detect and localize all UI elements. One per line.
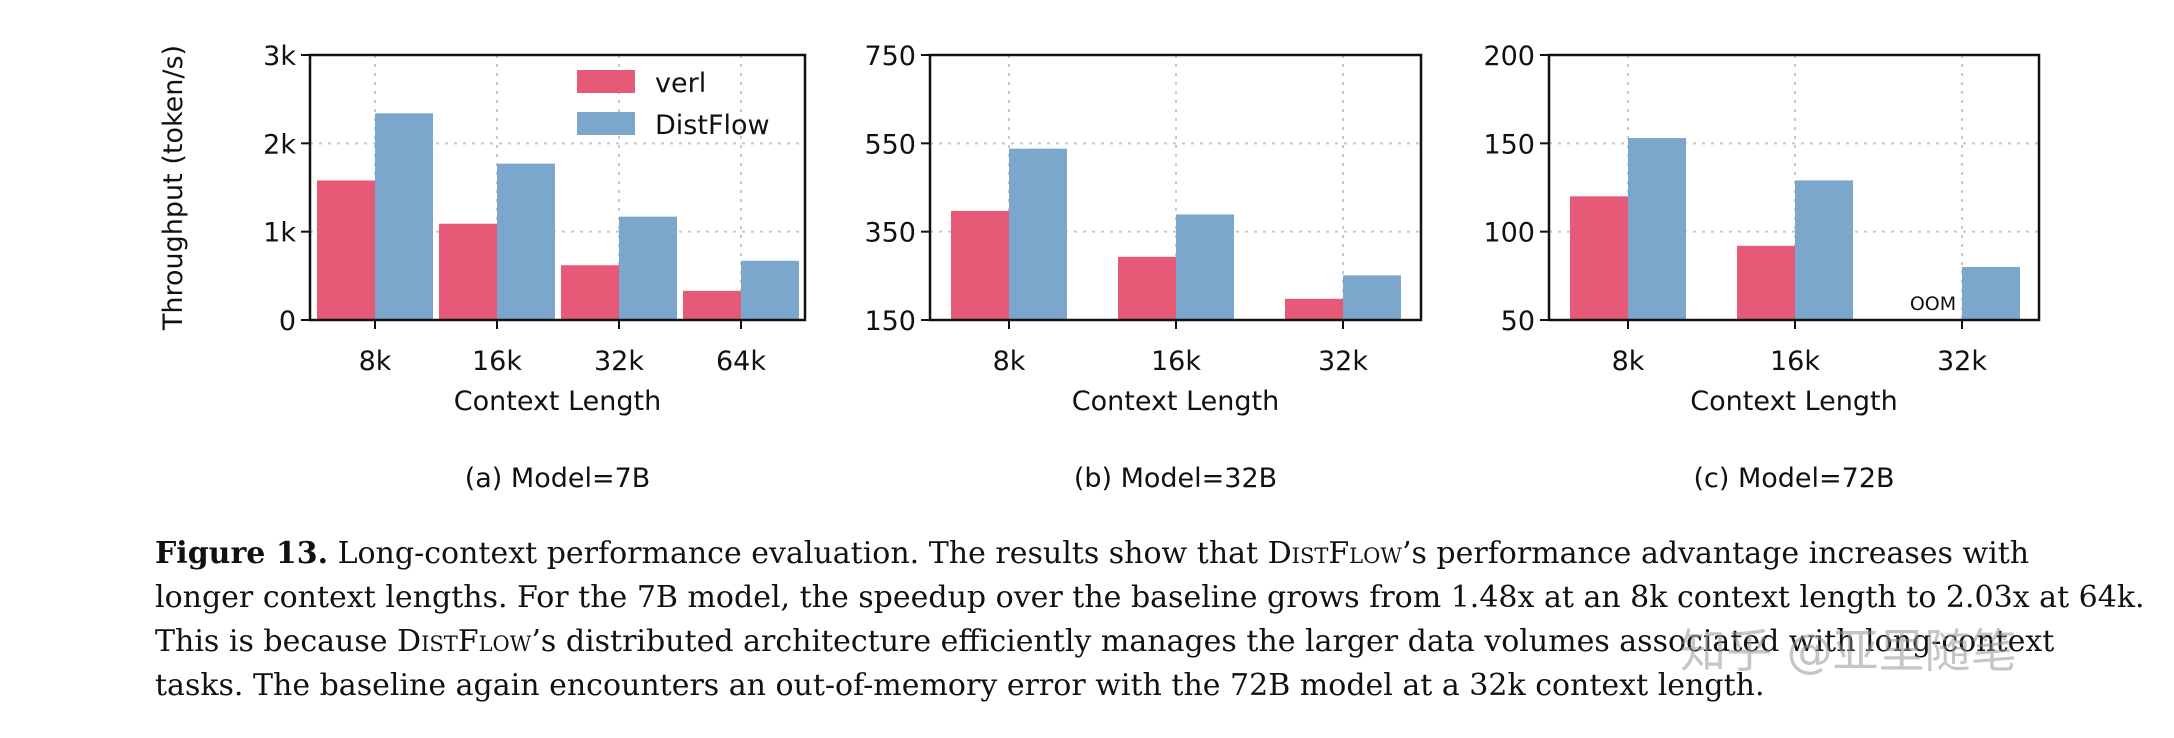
axes-frame	[308, 53, 807, 322]
bar-distflow-32k	[619, 216, 677, 320]
y-tick-label: 150	[1483, 129, 1535, 160]
x-tick-label: 32k	[1318, 346, 1368, 377]
caption-line-1: Figure 13. Long-context performance eval…	[155, 532, 2075, 576]
bar-distflow-64k	[741, 260, 799, 320]
y-axis-label: Throughput (token/s)	[158, 45, 189, 331]
bar-verl-8k	[317, 180, 375, 320]
y-tick-label: 550	[864, 129, 916, 160]
x-tick-label: 16k	[1770, 346, 1820, 377]
x-tick-label: 32k	[594, 346, 644, 377]
bar-distflow-16k	[1795, 180, 1853, 320]
figure-caption: Figure 13. Long-context performance eval…	[155, 532, 2145, 708]
watermark: 知乎 @亚里随笔	[1680, 624, 2017, 678]
x-tick-label: 16k	[1151, 346, 1201, 377]
x-tick-label: 8k	[993, 346, 1026, 377]
caption-text-1: Long-context performance evaluation. The…	[337, 536, 1268, 571]
panel-72b: OOM 50 100 150 200 8k 16k 32k Context Length (c) …	[1483, 41, 2041, 494]
y-tick-label: 3k	[263, 41, 296, 72]
panel-subtitle: (b) Model=32B	[1074, 463, 1277, 494]
bar-verl-64k	[683, 290, 741, 320]
bar-distflow-8k	[1009, 148, 1067, 320]
panel-subtitle: (c) Model=72B	[1693, 463, 1894, 494]
legend-label-distflow: DistFlow	[655, 110, 770, 141]
x-tick-label: 8k	[1612, 346, 1645, 377]
y-tick-label: 50	[1501, 306, 1535, 337]
y-tick-label: 200	[1483, 41, 1535, 72]
caption-name-3: DistFlow	[397, 624, 532, 659]
x-axis-label: Context Length	[1072, 386, 1279, 417]
bar-distflow-8k	[1628, 138, 1686, 320]
caption-line-3: This is because DistFlow’s distributed a…	[155, 620, 2075, 664]
caption-line-4: tasks. The baseline again encounters an …	[155, 668, 1765, 703]
x-tick-label: 16k	[472, 346, 522, 377]
x-axis-label: Context Length	[454, 386, 661, 417]
y-tick-label: 750	[864, 41, 916, 72]
bar-verl-16k	[439, 223, 497, 320]
x-tick-label: 32k	[1937, 346, 1987, 377]
bar-distflow-8k	[375, 113, 433, 320]
caption-text-1-end: ’s performance advantage increases with	[1401, 536, 2030, 571]
bar-verl-16k	[1737, 245, 1795, 320]
y-tick-label: 100	[1483, 218, 1535, 249]
caption-line-2: longer context lengths. For the 7B model…	[155, 580, 2145, 615]
annotation-oom: OOM	[1910, 293, 1956, 315]
panel-7b: 0 1k 2k 3k 8k 16k 32k 64k Context Length (a) Mode…	[158, 41, 807, 494]
bar-distflow-32k	[1962, 267, 2020, 320]
caption-name-1: DistFlow	[1267, 536, 1402, 571]
legend-swatch-verl	[577, 70, 635, 93]
bar-verl-32k	[561, 265, 619, 320]
panel-subtitle: (a) Model=7B	[465, 463, 651, 494]
bar-verl-32k	[1285, 298, 1343, 320]
y-tick-label: 150	[864, 306, 916, 337]
caption-label: Figure 13.	[155, 536, 329, 571]
caption-text-3: This is because	[155, 624, 398, 659]
bar-distflow-32k	[1343, 275, 1401, 320]
panel-32b: 150 350 550 750 8k 16k 32k Context Length (b) Mo…	[864, 41, 1423, 494]
legend-swatch-distflow	[577, 112, 635, 135]
x-tick-label: 8k	[359, 346, 392, 377]
bar-distflow-16k	[1176, 214, 1234, 320]
x-axis-label: Context Length	[1690, 386, 1897, 417]
y-tick-label: 0	[279, 306, 296, 337]
legend-label-verl: verl	[655, 68, 706, 99]
y-tick-label: 2k	[263, 129, 296, 160]
y-tick-label: 350	[864, 218, 916, 249]
x-tick-label: 64k	[716, 346, 766, 377]
bar-verl-16k	[1118, 256, 1176, 320]
bar-verl-8k	[1570, 196, 1628, 320]
caption-text-3-end: ’s distributed architecture efficiently …	[531, 624, 2055, 659]
y-tick-label: 1k	[263, 218, 296, 249]
bar-distflow-16k	[497, 163, 555, 320]
bar-verl-8k	[951, 210, 1009, 320]
